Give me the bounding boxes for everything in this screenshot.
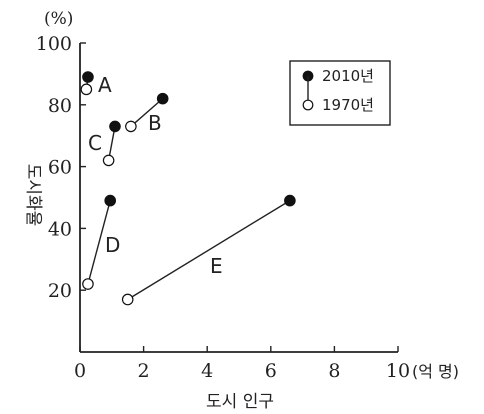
region-label-e: E xyxy=(210,254,223,278)
y-tick-label: 80 xyxy=(48,95,72,117)
region-label-b: B xyxy=(148,111,162,135)
y-tick-label: 100 xyxy=(36,33,72,55)
point-1970-a xyxy=(80,83,93,96)
x-tick-label: 10 xyxy=(386,360,410,382)
x-tick-label: 0 xyxy=(74,360,86,382)
point-1970-b xyxy=(125,120,137,133)
region-label-d: D xyxy=(105,233,120,257)
ticks-layer: 0 2 4 6 8 10 20 40 60 80 100 xyxy=(36,33,410,382)
point-2010-c xyxy=(109,120,121,133)
point-1970-c xyxy=(102,154,115,167)
point-2010-e xyxy=(284,194,296,207)
point-labels-layer: A B C D E xyxy=(88,73,223,278)
x-tick-label: 8 xyxy=(328,360,340,382)
x-unit-label: (억 명) xyxy=(412,362,459,381)
x-tick-label: 2 xyxy=(138,360,150,382)
y-tick-label: 20 xyxy=(48,280,72,302)
region-label-c: C xyxy=(88,131,102,155)
pair-link-e xyxy=(127,199,291,301)
legend-entry-2010: 2010년 xyxy=(322,67,374,85)
legend: 2010년 1970년 xyxy=(289,60,391,126)
y-tick-label: 40 xyxy=(48,218,72,240)
legend-entry-1970: 1970년 xyxy=(322,96,374,114)
x-tick-label: 4 xyxy=(201,360,213,382)
point-1970-d xyxy=(82,278,94,290)
pair-link-d xyxy=(87,200,111,285)
point-1970-e xyxy=(121,293,134,306)
pair-links-layer xyxy=(85,76,291,301)
pair-link-b xyxy=(130,98,164,127)
x-axis-title: 도시 인구 xyxy=(206,392,274,412)
legend-marker-1970 xyxy=(302,99,314,111)
y-tick-label: 60 xyxy=(48,157,72,179)
point-2010-a xyxy=(82,71,94,83)
x-tick-label: 6 xyxy=(265,360,277,382)
region-label-a: A xyxy=(98,73,112,97)
point-2010-b xyxy=(156,92,169,105)
points-layer xyxy=(80,71,296,306)
point-2010-d xyxy=(104,194,117,207)
y-axis-title: 도시화율 xyxy=(23,164,43,227)
y-unit-label: (%) xyxy=(44,9,73,29)
